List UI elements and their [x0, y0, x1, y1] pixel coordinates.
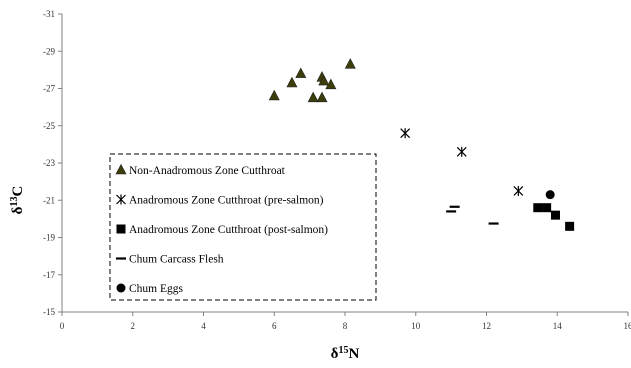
- legend-marker-triangle: [115, 163, 127, 175]
- data-point-triangle: [325, 78, 337, 90]
- x-axis-title-tail: N: [348, 346, 359, 362]
- x-tick-label: 6: [272, 321, 277, 331]
- x-tick-label: 16: [624, 321, 631, 331]
- y-tick-label: -29: [43, 46, 55, 56]
- x-tick-label: 8: [343, 321, 348, 331]
- legend: Non-Anadromous Zone Cutthroat Anadromous …: [109, 153, 377, 301]
- legend-entry: Chum Eggs: [116, 283, 184, 295]
- y-axis-title-tail: C: [10, 186, 26, 197]
- data-point-triangle: [286, 76, 298, 88]
- y-axis-title-sup: 13: [9, 197, 20, 207]
- data-point-square: [533, 203, 543, 213]
- legend-entry: Non-Anadromous Zone Cutthroat: [115, 163, 286, 177]
- data-point-star: [456, 146, 467, 157]
- legend-marker-star: [116, 194, 126, 205]
- y-axis-ticks: -15 -17 -19 -21 -23 -25 -27 -29 -31: [43, 9, 62, 317]
- y-axis-title-main: δ: [10, 206, 26, 214]
- y-tick-label: -27: [43, 84, 55, 94]
- y-tick-label: -25: [43, 121, 55, 131]
- legend-entry: Chum Carcass Flesh: [116, 254, 224, 266]
- legend-marker-square: [116, 224, 126, 234]
- legend-entry: Anadromous Zone Cutthroat (post-salmon): [116, 224, 328, 236]
- y-tick-label: -15: [43, 307, 55, 317]
- data-point-star: [400, 128, 411, 139]
- data-point-square: [550, 210, 560, 220]
- data-point-triangle: [318, 74, 330, 86]
- x-tick-label: 0: [60, 321, 65, 331]
- y-tick-label: -31: [43, 9, 55, 19]
- legend-marker-circle: [116, 283, 126, 293]
- legend-label: Chum Carcass Flesh: [129, 254, 224, 266]
- data-point-triangle: [344, 58, 356, 69]
- x-axis-title-sup: 15: [338, 345, 348, 356]
- data-point-star: [513, 185, 524, 196]
- data-point-triangle: [268, 89, 280, 101]
- legend-label: Chum Eggs: [129, 283, 184, 295]
- x-tick-label: 14: [553, 321, 563, 331]
- data-point-triangle: [316, 91, 328, 103]
- x-tick-label: 2: [131, 321, 136, 331]
- plot-axes: [61, 14, 628, 313]
- x-axis-ticks: 0 2 4 6 8 10 12 14 16: [60, 312, 631, 331]
- data-point-circle: [545, 190, 555, 200]
- legend-label: Non-Anadromous Zone Cutthroat: [129, 165, 286, 177]
- data-points: [268, 58, 575, 231]
- x-tick-label: 10: [411, 321, 421, 331]
- legend-entry: Anadromous Zone Cutthroat (pre-salmon): [116, 194, 324, 207]
- x-axis-title-main: δ: [331, 346, 339, 362]
- legend-label: Anadromous Zone Cutthroat (pre-salmon): [129, 195, 324, 207]
- legend-border: [109, 153, 377, 301]
- y-tick-label: -17: [43, 270, 55, 280]
- data-point-triangle: [295, 67, 307, 78]
- x-tick-label: 4: [201, 321, 206, 331]
- y-tick-label: -21: [43, 195, 55, 205]
- data-point-triangle: [307, 91, 319, 103]
- y-tick-label: -23: [43, 158, 55, 168]
- x-tick-label: 12: [482, 321, 491, 331]
- y-axis-title: δ13C: [9, 186, 27, 215]
- data-point-square: [565, 221, 575, 231]
- y-tick-label: -19: [43, 233, 55, 243]
- x-axis-title: δ15N: [331, 345, 360, 363]
- legend-label: Anadromous Zone Cutthroat (post-salmon): [129, 224, 328, 236]
- data-point-square: [542, 203, 552, 213]
